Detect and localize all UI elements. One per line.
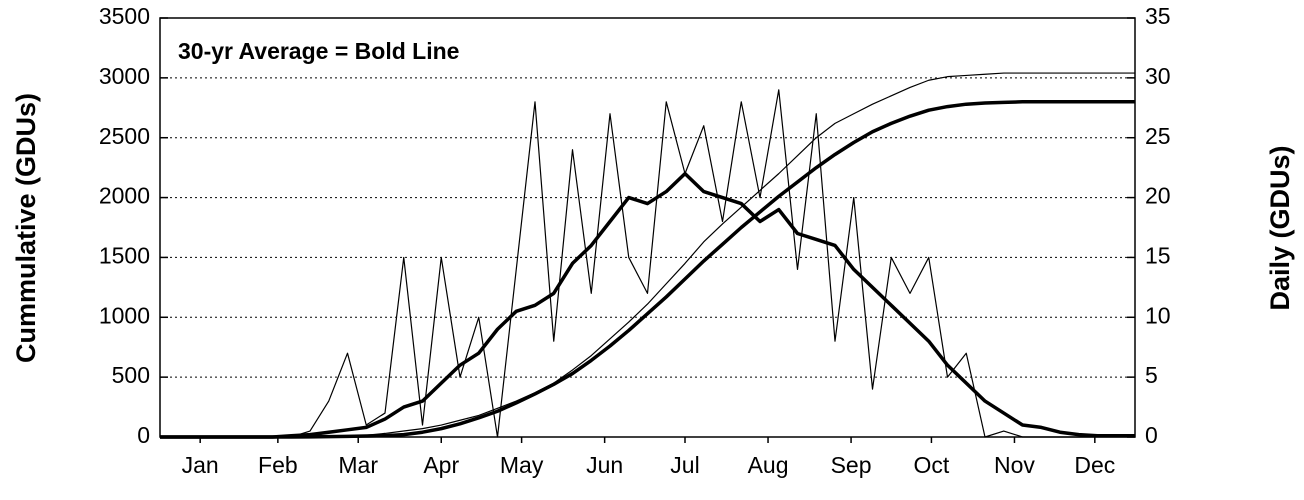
plot-frame xyxy=(159,17,1136,438)
x-tick-label: Feb xyxy=(258,452,298,478)
x-tick-label: Jul xyxy=(670,452,699,478)
y-tick-label: 0 xyxy=(137,422,150,448)
y-tick-label: 2500 xyxy=(99,123,150,149)
y2-tick-label: 30 xyxy=(1145,63,1171,89)
y-axis-label: Cummulative (GDUs) xyxy=(11,93,41,363)
x-tick-label: Oct xyxy=(914,452,950,478)
series-line xyxy=(160,171,1135,439)
series-line xyxy=(160,89,1135,438)
annotation: 30-yr Average = Bold Line xyxy=(178,38,459,64)
y2-tick-label: 0 xyxy=(1145,422,1158,448)
y-tick-label: 1500 xyxy=(99,243,150,269)
series-line xyxy=(160,72,1135,438)
x-tick-label: Jan xyxy=(182,452,219,478)
y-tick-label: 2000 xyxy=(99,183,150,209)
x-tick-label: Mar xyxy=(338,452,378,478)
y-tick-label: 1000 xyxy=(99,302,150,328)
x-tick-label: Nov xyxy=(994,452,1035,478)
y2-axis-label: Daily (GDUs) xyxy=(1265,145,1295,310)
x-tick-label: Jun xyxy=(586,452,623,478)
y2-tick-label: 15 xyxy=(1145,243,1171,269)
y-tick-label: 500 xyxy=(112,362,150,388)
y-tick-label: 3000 xyxy=(99,63,150,89)
y2-tick-label: 5 xyxy=(1145,362,1158,388)
x-tick-label: May xyxy=(500,452,544,478)
x-tick-label: Apr xyxy=(423,452,459,478)
x-tick-label: Dec xyxy=(1074,452,1115,478)
y2-tick-label: 20 xyxy=(1145,183,1171,209)
series-line xyxy=(160,100,1135,439)
x-tick-label: Aug xyxy=(748,452,789,478)
y2-tick-label: 35 xyxy=(1145,3,1171,29)
y2-tick-label: 10 xyxy=(1145,302,1171,328)
y-tick-label: 3500 xyxy=(99,3,150,29)
y2-tick-label: 25 xyxy=(1145,123,1171,149)
x-tick-label: Sep xyxy=(831,452,872,478)
